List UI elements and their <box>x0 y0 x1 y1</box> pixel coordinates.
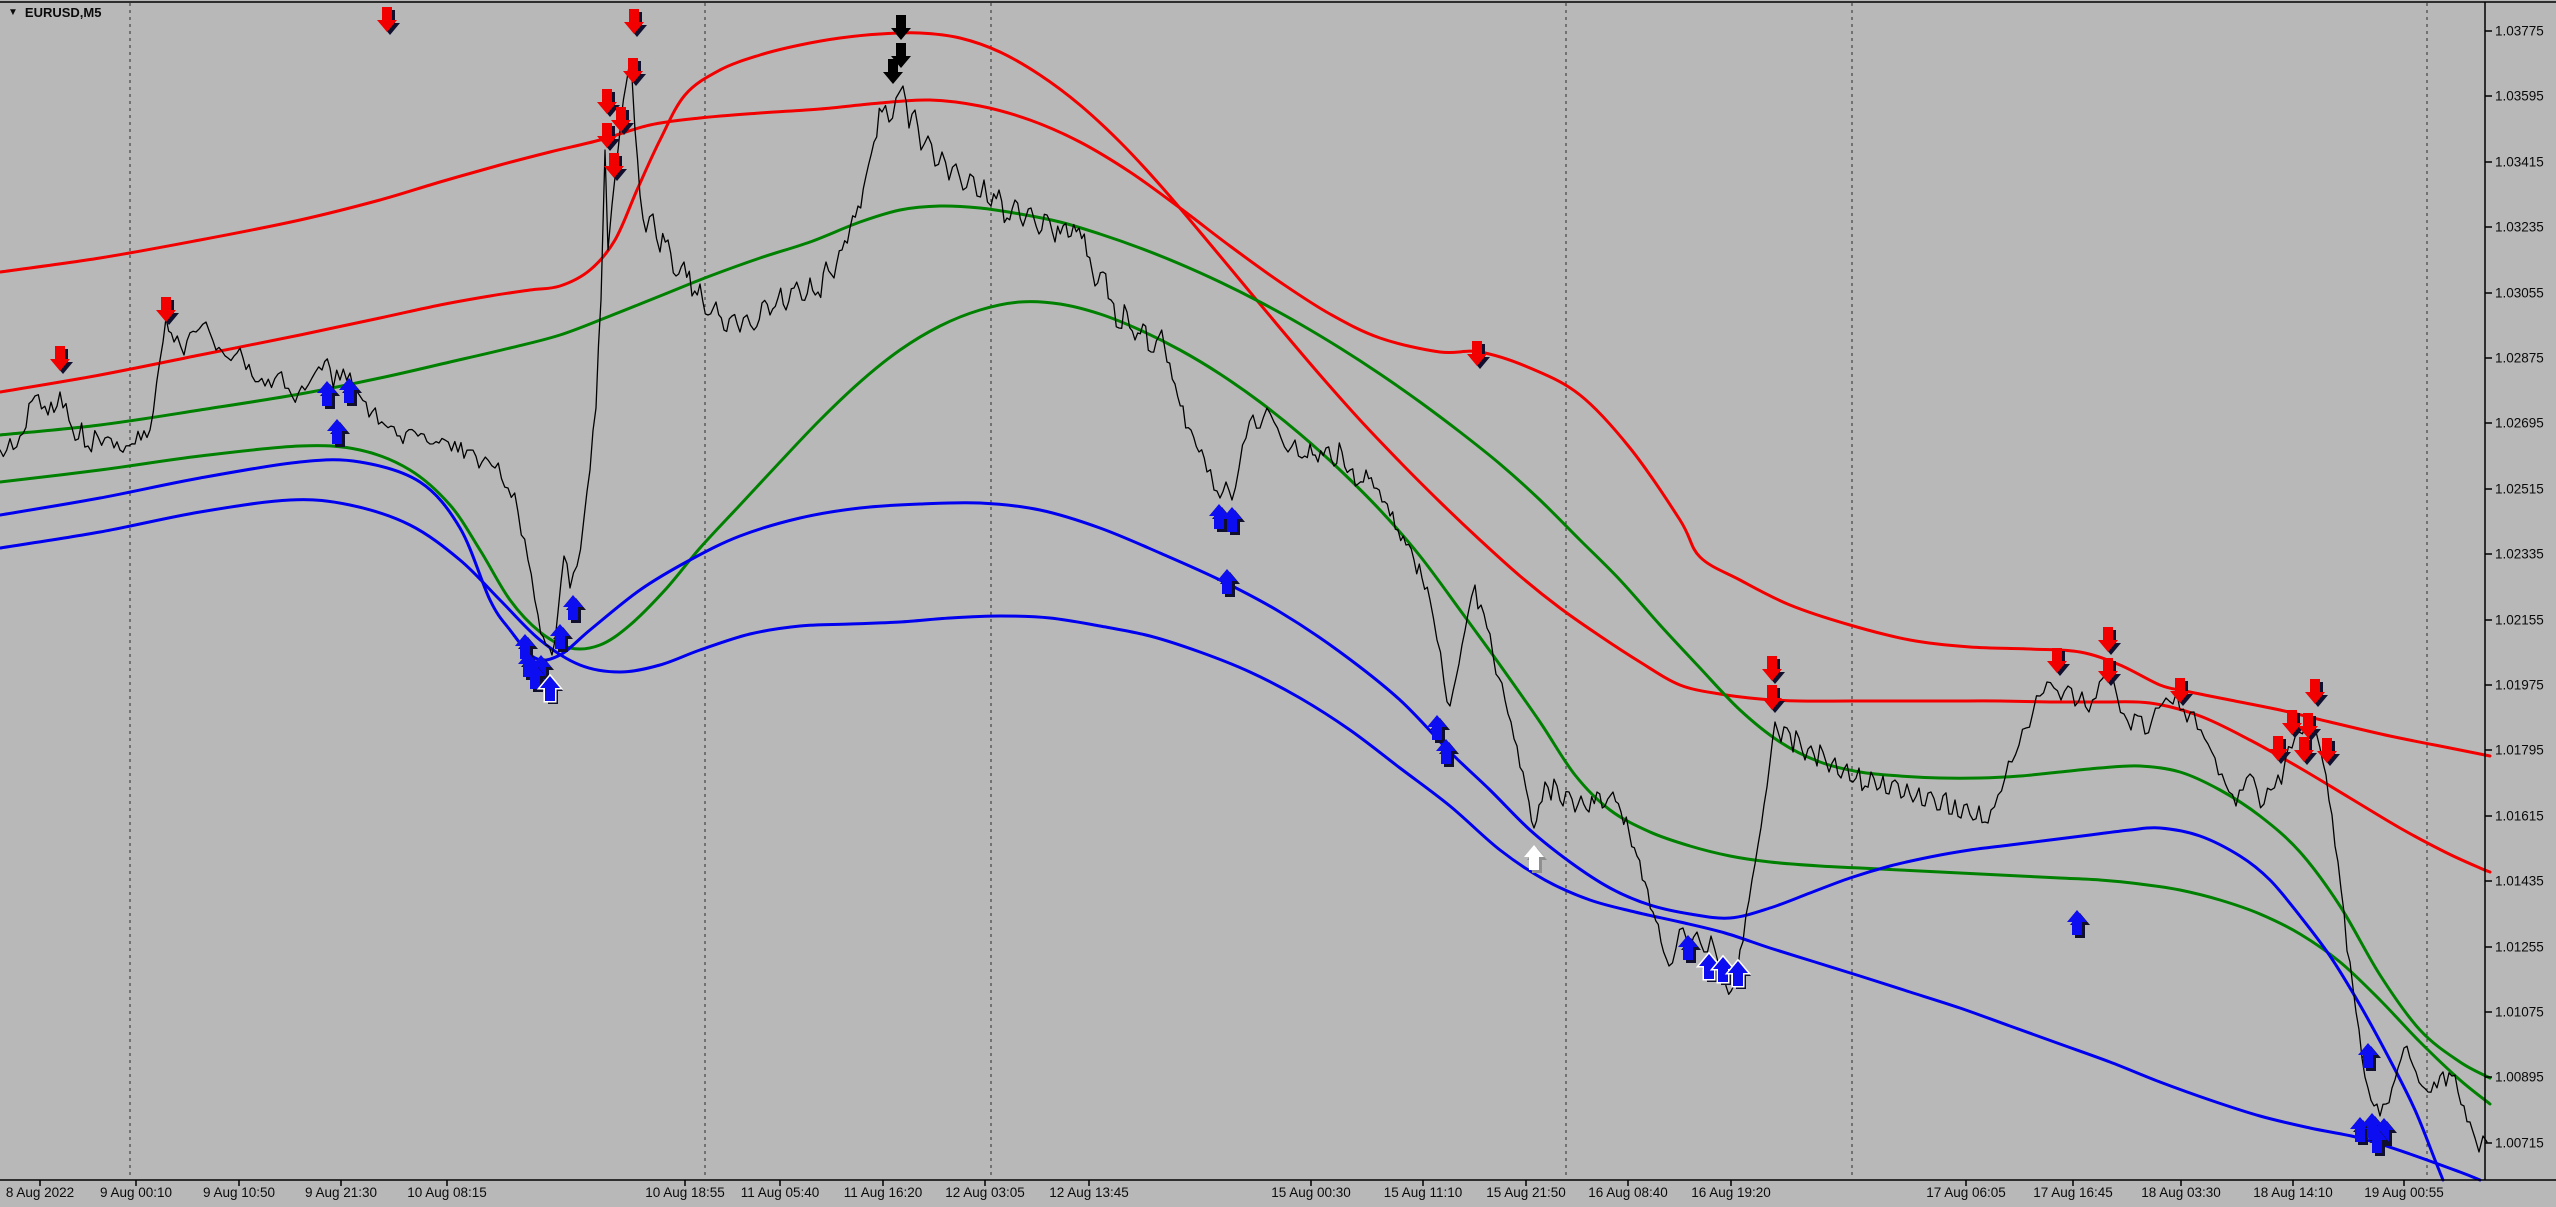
sell_arrows_red <box>604 153 624 178</box>
sell_arrows_red <box>377 7 397 32</box>
time-axis-label: 16 Aug 08:40 <box>1588 1185 1668 1200</box>
buy_arrows_blue <box>1222 507 1242 532</box>
buy_arrows_white <box>1524 845 1544 870</box>
price-axis-label: 1.01255 <box>2495 939 2544 955</box>
price-axis-label: 1.01795 <box>2495 742 2544 758</box>
buy_arrows_blue <box>2367 1128 2387 1153</box>
buy_arrows_blue <box>2358 1043 2378 1068</box>
sell_arrows_red <box>2317 738 2337 763</box>
series-envelope-green-lower <box>0 300 2492 1106</box>
price-axis-label: 1.03235 <box>2495 219 2544 235</box>
series-price-eurusd-m5 <box>0 59 2488 1153</box>
price-axis-label: 1.03595 <box>2495 88 2544 104</box>
time-axis-label: 18 Aug 03:30 <box>2141 1185 2221 1200</box>
buy_arrows_blue <box>550 624 570 649</box>
time-axis-label: 11 Aug 16:20 <box>843 1185 923 1200</box>
time-axis-label: 9 Aug 10:50 <box>202 1185 276 1200</box>
sell_arrows_red <box>611 107 631 132</box>
price-axis-label: 1.03055 <box>2495 285 2544 301</box>
buy_arrows_blue <box>1217 569 1237 594</box>
time-axis-label: 11 Aug 05:40 <box>740 1185 820 1200</box>
indicator-and-price-series <box>0 31 2492 1182</box>
buy_arrows_blue <box>1678 935 1698 960</box>
series-envelope-green-upper <box>0 204 2492 1080</box>
gridlines <box>129 3 2428 1179</box>
sell_arrows_black <box>883 59 903 84</box>
time-axis-label: 15 Aug 11:10 <box>1383 1185 1463 1200</box>
price-axis-label: 1.02695 <box>2495 415 2544 431</box>
price-axis-label: 1.00715 <box>2495 1135 2544 1151</box>
buy_arrows_blue <box>525 664 545 689</box>
time-axis-label: 10 Aug 08:15 <box>407 1185 487 1200</box>
time-axis-label: 18 Aug 14:10 <box>2253 1185 2333 1200</box>
buy_arrows_blue <box>536 673 564 703</box>
sell_arrows_red <box>1467 341 1487 366</box>
series-envelope-red-outer <box>0 98 2492 758</box>
price-axis-label: 1.03415 <box>2495 154 2544 170</box>
price-axis-label: 1.02515 <box>2495 481 2544 497</box>
symbol-label: ▼ EURUSD,M5 <box>8 5 101 20</box>
time-axis-label: 12 Aug 13:45 <box>1049 1185 1129 1200</box>
buy_arrows_blue <box>1427 715 1447 740</box>
price-axis-label: 1.03775 <box>2495 23 2544 39</box>
price-axis-label: 1.00895 <box>2495 1069 2544 1085</box>
sell_arrows_red <box>1762 656 1782 681</box>
time-axis-label: 19 Aug 00:55 <box>2364 1185 2444 1200</box>
symbol-title: EURUSD,M5 <box>24 5 102 20</box>
buy_arrows_blue <box>1436 739 1456 764</box>
time-axis-label: 16 Aug 19:20 <box>1691 1185 1771 1200</box>
sell_arrows_red <box>1762 685 1782 710</box>
buy_arrows_blue <box>1209 504 1229 529</box>
sell_arrows_red <box>2268 736 2288 761</box>
sell_arrows_red <box>2098 658 2118 683</box>
series-envelope-blue-lower <box>0 498 2482 1182</box>
symbol-dropdown-icon[interactable]: ▼ <box>8 6 18 18</box>
time-axis-label: 12 Aug 03:05 <box>945 1185 1025 1200</box>
sell_arrows_red <box>2298 713 2318 738</box>
price-axis-label: 1.01975 <box>2495 677 2544 693</box>
price-axis-label: 1.01435 <box>2495 873 2544 889</box>
sell_arrows_red <box>623 58 643 83</box>
sell_arrows_red <box>50 346 70 371</box>
buy_arrows_blue <box>1724 958 1752 988</box>
sell_arrows_black <box>891 15 911 40</box>
price-axis-label: 1.01615 <box>2495 808 2544 824</box>
time-axis-label: 15 Aug 21:50 <box>1486 1185 1566 1200</box>
sell_arrows_red <box>597 89 617 114</box>
time-axis-label: 17 Aug 16:45 <box>2033 1185 2113 1200</box>
price-axis-label: 1.02155 <box>2495 612 2544 628</box>
sell_arrows_red <box>156 297 176 322</box>
buy_arrows_blue <box>2067 910 2087 935</box>
time-axis-label: 10 Aug 18:55 <box>645 1185 725 1200</box>
buy_arrows_blue <box>327 419 347 444</box>
time-axis-label: 15 Aug 00:30 <box>1271 1185 1351 1200</box>
sell_arrows_red <box>2047 648 2067 673</box>
series-envelope-blue-upper <box>0 458 2445 1182</box>
price-axis-label: 1.01075 <box>2495 1004 2544 1020</box>
buy_arrows_blue <box>339 378 359 403</box>
sell_arrows_red <box>597 123 617 148</box>
price-axis-label: 1.02875 <box>2495 350 2544 366</box>
time-axis-label: 8 Aug 2022 <box>5 1185 75 1200</box>
buy_arrows_blue <box>515 634 535 659</box>
sell_arrows_red <box>2098 627 2118 652</box>
buy_arrows_blue <box>317 381 337 406</box>
time-axis-label: 17 Aug 06:05 <box>1926 1185 2006 1200</box>
sell_arrows_red <box>624 9 644 34</box>
sell_arrows_red <box>2305 679 2325 704</box>
sell_arrows_red <box>2294 737 2314 762</box>
price-axis-label: 1.02335 <box>2495 546 2544 562</box>
time-axis-label: 9 Aug 21:30 <box>304 1185 378 1200</box>
sell_arrows_red <box>2282 710 2302 735</box>
sell_arrows_red <box>2170 678 2190 703</box>
time-axis-label: 9 Aug 00:10 <box>99 1185 173 1200</box>
buy_arrows_blue <box>563 595 583 620</box>
signal-arrows <box>50 7 2397 1156</box>
